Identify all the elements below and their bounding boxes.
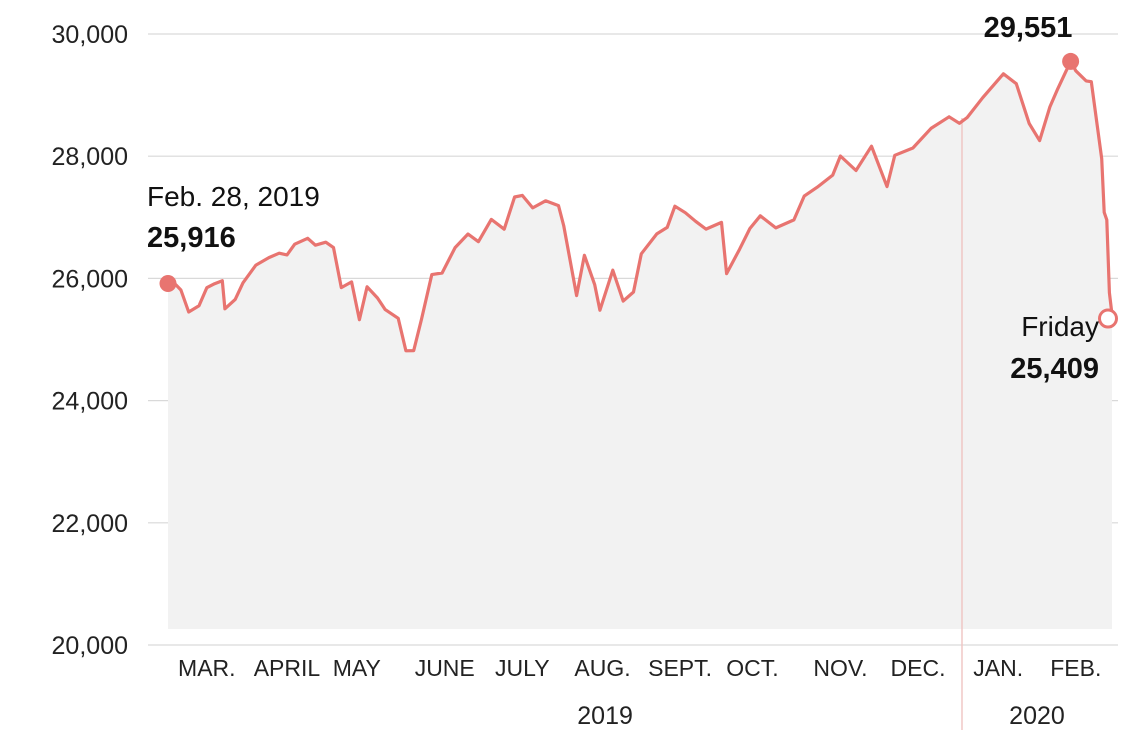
annotation-marker: [159, 275, 177, 293]
x-month-label: JULY: [495, 655, 550, 681]
y-tick-label: 22,000: [52, 510, 128, 538]
x-month-label: AUG.: [574, 655, 630, 681]
y-tick-label: 28,000: [52, 143, 128, 171]
annotation-label: Feb. 28, 2019: [147, 181, 320, 212]
annotation-value: 29,551: [984, 12, 1073, 44]
chart-area: [168, 61, 1112, 629]
y-tick-label: 26,000: [52, 265, 128, 293]
x-year-label: 2019: [577, 702, 633, 730]
x-month-label: MAY: [333, 655, 381, 681]
x-month-label: JAN.: [973, 655, 1023, 681]
x-month-label: FEB.: [1050, 655, 1101, 681]
area-fill: [168, 61, 1112, 629]
series-line: [166, 59, 1114, 353]
series-lines: [166, 59, 1114, 353]
x-month-label: DEC.: [891, 655, 946, 681]
annotation-marker: [1098, 308, 1118, 329]
y-axis-ticks: 20,000 22,000 24,000 26,000 28,000 30,000: [52, 21, 128, 660]
x-month-label: JUNE: [415, 655, 475, 681]
y-tick-label: 24,000: [52, 388, 128, 416]
y-tick-label: 20,000: [52, 632, 128, 660]
y-tick-label: 30,000: [52, 21, 128, 49]
x-month-label: APRIL: [254, 655, 321, 681]
annotations: Feb. 28, 2019 25,916 29,551 Friday 25,409: [147, 12, 1118, 385]
annotation-value: 25,916: [147, 222, 236, 254]
x-axis-labels: MAR. APRIL MAY JUNE JULY AUG. SEPT. OCT. NOV. DEC…: [178, 655, 1101, 730]
annotation-marker: [1062, 52, 1080, 70]
x-month-label: SEPT.: [648, 655, 712, 681]
annotation-value: 25,409: [1010, 353, 1099, 385]
x-year-label: 2020: [1009, 702, 1065, 730]
x-month-label: MAR.: [178, 655, 236, 681]
x-month-label: NOV.: [813, 655, 867, 681]
annotation-label: Friday: [1021, 311, 1099, 342]
x-month-label: OCT.: [726, 655, 778, 681]
